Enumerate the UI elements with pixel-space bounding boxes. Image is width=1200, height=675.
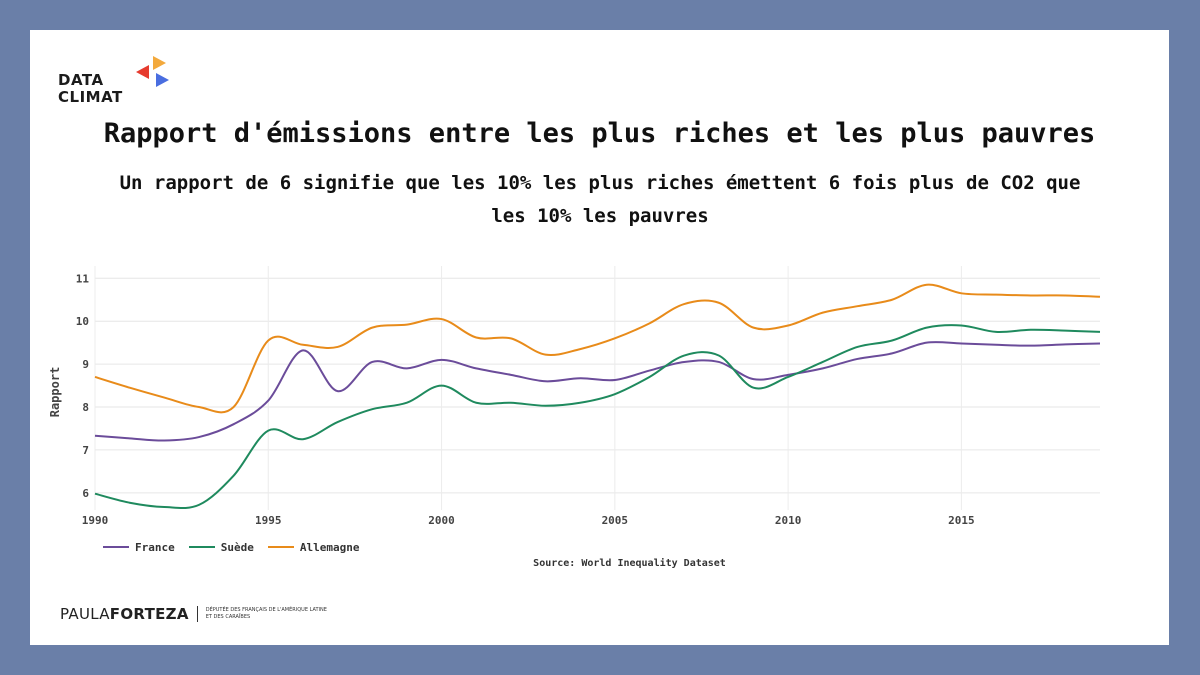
series-lines (94, 283, 1101, 510)
logo-line-data: DATA (58, 71, 104, 89)
y-tick-label-8: 8 (82, 401, 89, 414)
legend-label-suede: Suède (220, 540, 254, 554)
source-note: Source: World Inequality Dataset (533, 558, 726, 569)
x-tick-label-2000: 2000 (428, 514, 455, 527)
legend-item-france: France (103, 541, 175, 554)
logo-triangle-blue (156, 73, 169, 87)
series-line-suede (94, 324, 1101, 510)
y-tick-label-10: 10 (76, 315, 89, 328)
chart-title: Rapport d'émissions entre les plus riche… (103, 118, 1096, 149)
y-axis-label: Rapport (48, 367, 62, 418)
x-tick-label-1995: 1995 (255, 514, 282, 527)
line-chart: 6 7 8 9 10 11 1990 1995 2000 2005 2010 2015 Rappor… (48, 266, 1101, 527)
y-tick-label-9: 9 (82, 358, 89, 371)
logo-triangle-red (136, 65, 149, 79)
x-tick-label-2005: 2005 (602, 514, 629, 527)
footer-name: PAULAFORTEZA (60, 605, 189, 623)
y-tick-label-7: 7 (82, 444, 89, 457)
footer-name-bold: FORTEZA (109, 605, 189, 623)
legend-label-allemagne: Allemagne (299, 540, 360, 554)
footer-subtitle: Députée des Français de l'Amérique latin… (206, 607, 327, 621)
y-tick-label-11: 11 (76, 272, 90, 285)
infographic-card: DATA CLIMAT Rapport d'émissions entre le… (30, 30, 1169, 645)
logo-line-climat: CLIMAT (58, 88, 123, 106)
x-tick-label-2015: 2015 (948, 514, 975, 527)
x-axis-ticks: 1990 1995 2000 2005 2010 2015 (82, 514, 975, 527)
logo-triangle-yellow (153, 56, 166, 70)
footer-separator (196, 606, 198, 622)
legend-item-allemagne: Allemagne (267, 540, 360, 554)
chart-grid (94, 266, 1100, 510)
y-tick-label-6: 6 (82, 487, 89, 500)
y-axis-ticks: 6 7 8 9 10 11 (76, 272, 90, 500)
data-climat-logo: DATA CLIMAT (58, 56, 178, 112)
chart-subtitle: Un rapport de 6 signifie que les 10% les… (119, 172, 1081, 227)
footer-name-light: PAULA (60, 605, 110, 623)
legend-label-france: France (135, 540, 175, 554)
legend-swatch-france (103, 546, 129, 548)
footer-signature: PAULAFORTEZA Députée des Français de l'A… (60, 603, 327, 625)
legend-swatch-allemagne (267, 546, 294, 548)
footer-sub-line1: Députée des Français de l'Amérique latin… (205, 607, 327, 613)
series-line-france (94, 341, 1101, 442)
x-tick-label-2010: 2010 (775, 514, 802, 527)
chart-legend: France Suède Allemagne (103, 538, 373, 556)
footer-sub-line2: et des Caraïbes (205, 614, 251, 620)
legend-item-suede: Suède (188, 540, 254, 554)
x-tick-label-1990: 1990 (82, 514, 109, 527)
legend-swatch-suede (188, 546, 215, 548)
series-line-allemagne (94, 283, 1101, 414)
